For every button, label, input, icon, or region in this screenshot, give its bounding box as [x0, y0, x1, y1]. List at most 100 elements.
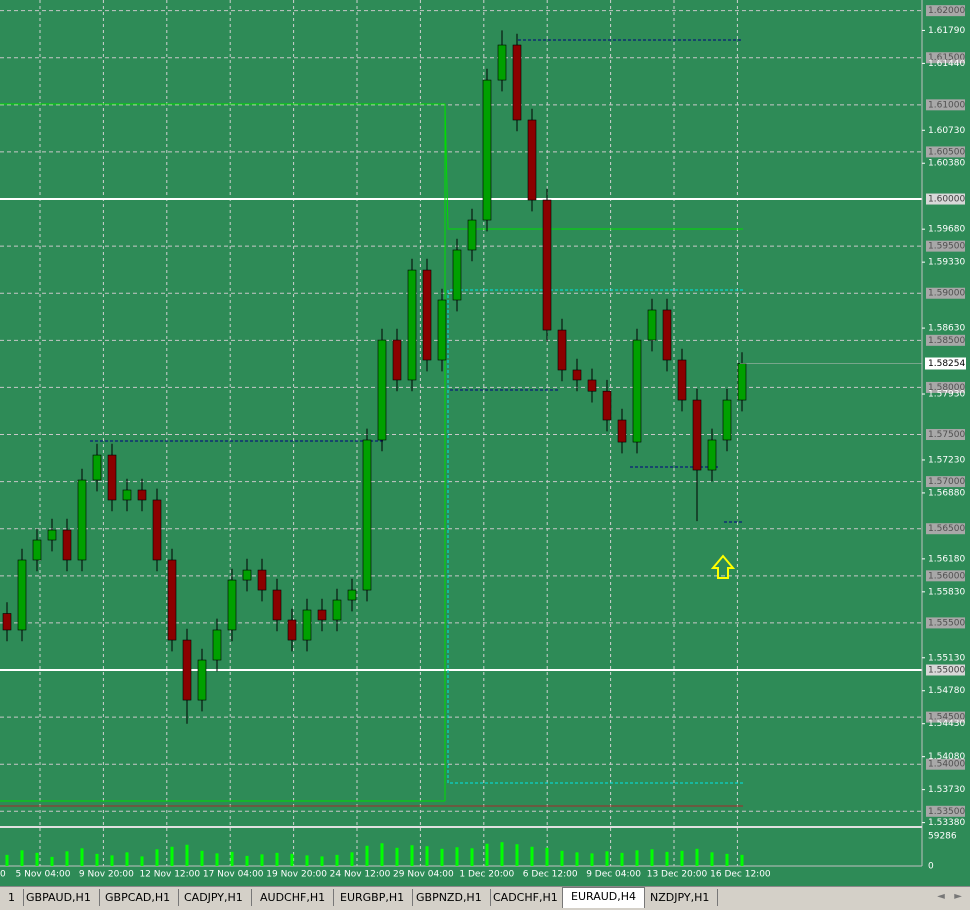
candle-body — [287, 619, 297, 641]
level-label-box — [926, 617, 965, 629]
chart-tab[interactable]: EURAUD,H4 — [562, 887, 646, 908]
level-label: 1.60000 — [928, 195, 965, 205]
level-label-box — [926, 334, 965, 346]
volume-tick-label: 59286 — [928, 832, 957, 842]
candle-body — [692, 399, 702, 471]
y-tick-label: 1.55130 — [928, 653, 965, 663]
candle-body — [602, 390, 612, 421]
candle-body — [152, 499, 162, 561]
chart-tab[interactable]: GBPCAD,H1 — [97, 889, 180, 906]
y-tick-label: 1.61440 — [928, 59, 965, 69]
candle-body — [32, 539, 42, 561]
level-label: 1.61000 — [928, 100, 965, 110]
candle-body — [512, 44, 522, 121]
chart-tab[interactable]: EURGBP,H1 — [332, 889, 414, 906]
level-label-box — [926, 240, 965, 252]
candle-body — [212, 629, 222, 661]
level-label-box — [926, 381, 965, 393]
level-label: 1.55000 — [928, 666, 965, 676]
candle-body — [572, 369, 582, 381]
level-label-box — [926, 570, 965, 582]
level-label-box — [926, 476, 965, 488]
x-tick-label: 12 Nov 12:00 — [139, 870, 200, 880]
candle-body — [332, 599, 342, 621]
level-label: 1.56000 — [928, 571, 965, 581]
x-tick-label: 9 Dec 04:00 — [586, 870, 641, 880]
level-label-box — [926, 523, 965, 535]
candle-body — [347, 589, 357, 601]
x-tick-label: 6 Dec 12:00 — [523, 870, 578, 880]
chart-tab[interactable]: CADCHF,H1 — [485, 889, 567, 906]
level-label: 1.58500 — [928, 336, 965, 346]
level-label-box — [926, 193, 965, 205]
level-label-box — [926, 429, 965, 441]
candle-body — [257, 569, 267, 591]
chart-objects — [0, 39, 743, 807]
y-tick-label: 1.59680 — [928, 225, 965, 235]
signal-arrow — [710, 554, 736, 579]
candle-body — [17, 559, 27, 631]
candle-body — [557, 329, 567, 371]
candle-body — [317, 609, 327, 621]
chart: 0 5 Nov 04:00 9 Nov 20:00 12 Nov 12:00 17 No… — [0, 0, 970, 886]
candle-body — [677, 359, 687, 401]
candle-body — [482, 79, 492, 221]
y-tick-label: 1.60380 — [928, 159, 965, 169]
candle-body — [377, 339, 387, 441]
chart-tab[interactable]: AUDCHF,H1 — [252, 889, 335, 906]
level-label-box — [926, 5, 965, 17]
candle-body — [722, 399, 732, 441]
candle-body — [92, 454, 102, 481]
level-label: 1.55500 — [928, 618, 965, 628]
chart-tab[interactable]: CADJPY,H1 — [176, 889, 252, 906]
level-label: 1.53500 — [928, 807, 965, 817]
y-tick-label: 1.54780 — [928, 686, 965, 696]
x-tick-label: 19 Nov 20:00 — [266, 870, 327, 880]
candle-body — [542, 199, 552, 331]
candle-body — [662, 309, 672, 361]
chart-tab[interactable]: GBPAUD,H1 — [18, 889, 100, 906]
y-tick-label: 1.61790 — [928, 26, 965, 36]
x-tick-label: 13 Dec 20:00 — [647, 870, 708, 880]
candle-body — [197, 659, 207, 701]
x-tick-label: 5 Nov 04:00 — [16, 870, 71, 880]
y-tick-label: 1.53730 — [928, 785, 965, 795]
y-tick-label: 1.59330 — [928, 258, 965, 268]
candle-body — [302, 609, 312, 641]
level-label: 1.61500 — [928, 53, 965, 63]
candle-body — [137, 489, 147, 501]
candle-body — [452, 249, 462, 301]
chart-tab[interactable]: NZDJPY,H1 — [642, 889, 719, 906]
candle-body — [392, 339, 402, 381]
candle-body — [617, 419, 627, 443]
x-tick-label: 1 Dec 20:00 — [459, 870, 514, 880]
candle-body — [47, 529, 57, 541]
level-label-box — [926, 711, 965, 723]
candle-body — [647, 309, 657, 341]
tab-scroll[interactable]: ◄ ► — [937, 891, 962, 902]
candle-body — [437, 299, 447, 361]
candle-body — [632, 339, 642, 443]
candle-body — [497, 44, 507, 81]
box-line — [0, 103, 743, 230]
chart-tab[interactable]: GBPNZD,H1 — [408, 889, 491, 906]
level-label: 1.59500 — [928, 242, 965, 252]
y-tick-label: 1.54080 — [928, 752, 965, 762]
x-tick-label: 16 Dec 12:00 — [710, 870, 771, 880]
y-tick-label: 1.57230 — [928, 455, 965, 465]
level-label: 1.54000 — [928, 760, 965, 770]
level-label: 1.59000 — [928, 289, 965, 299]
x-tick-label: 9 Nov 20:00 — [79, 870, 134, 880]
x-tick-label: 29 Nov 04:00 — [393, 870, 454, 880]
y-tick-label: 1.55830 — [928, 587, 965, 597]
level-label-box — [926, 805, 965, 817]
level-label: 1.57000 — [928, 477, 965, 487]
level-label: 1.54500 — [928, 713, 965, 723]
candle-body — [2, 613, 12, 631]
level-label: 1.60500 — [928, 147, 965, 157]
chart-tab[interactable]: 1 — [0, 889, 24, 906]
level-label-box — [926, 664, 965, 676]
level-label-box — [926, 99, 965, 111]
level-label-box — [926, 287, 965, 299]
